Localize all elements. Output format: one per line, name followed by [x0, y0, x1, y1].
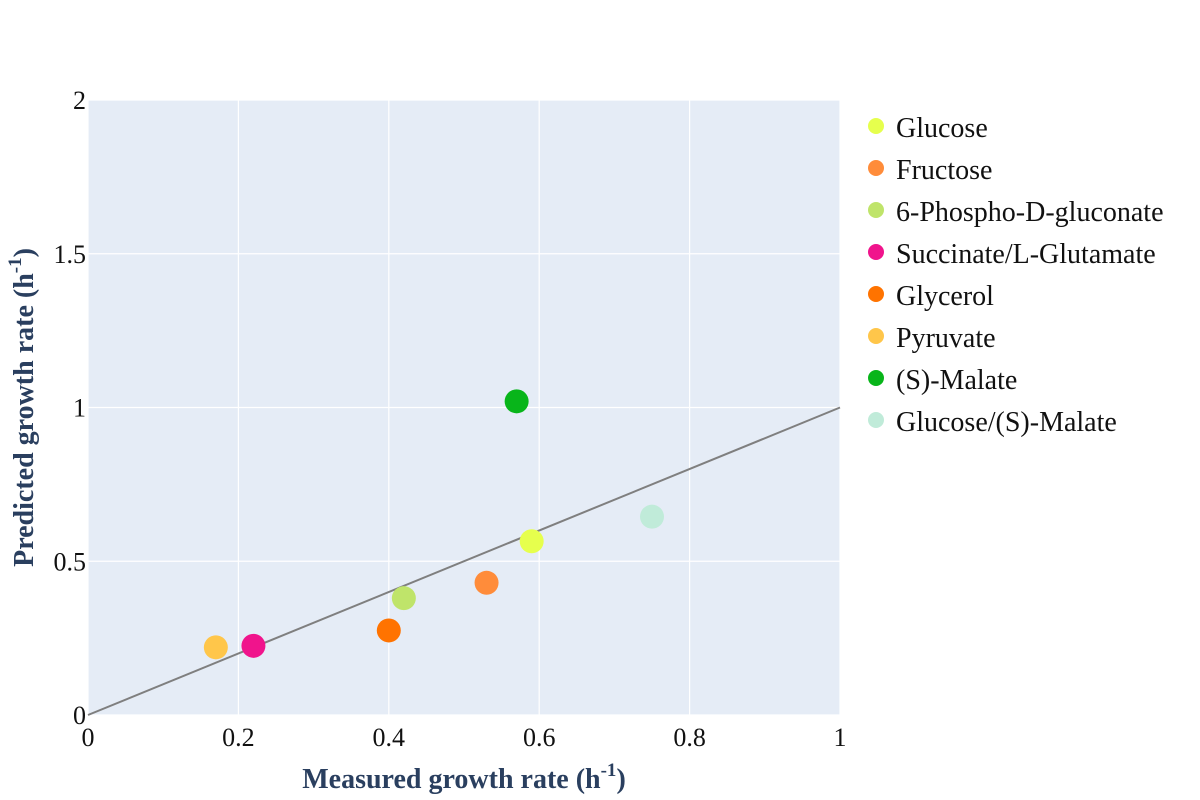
y-axis-title-superscript: -1	[5, 257, 26, 273]
x-tick-label: 0.8	[673, 723, 706, 752]
data-points	[203, 389, 664, 660]
y-axis-title: Predicted growth rate (h-1)	[5, 248, 40, 567]
legend-label: Succinate/L-Glutamate	[896, 239, 1156, 270]
data-point	[504, 389, 529, 414]
x-tick-label: 0.4	[373, 723, 406, 752]
y-tick-label: 0	[73, 701, 86, 730]
x-tick-label: 0	[82, 723, 95, 752]
legend-marker	[868, 370, 884, 386]
grid-lines	[87, 99, 841, 716]
x-tick-label: 1	[834, 723, 847, 752]
y-axis-ticks: 0 0.5 1 1.5 2	[54, 86, 87, 730]
legend: Glucose Fructose 6-Phospho-D-gluconate Succ…	[868, 113, 1164, 438]
x-axis-ticks: 0 0.2 0.4 0.6 0.8 1	[82, 723, 847, 752]
legend-label: Pyruvate	[896, 323, 996, 354]
legend-label: (S)-Malate	[896, 365, 1017, 396]
x-tick-label: 0.2	[222, 723, 255, 752]
legend-marker	[868, 286, 884, 302]
y-tick-label: 0.5	[54, 547, 87, 576]
identity-reference-line	[87, 406, 841, 716]
legend-marker	[868, 118, 884, 134]
data-point	[203, 635, 228, 660]
data-point	[640, 504, 664, 529]
x-axis-title-main: Measured growth rate (h	[302, 764, 601, 795]
legend-marker	[868, 412, 884, 428]
y-tick-label: 2	[73, 86, 86, 115]
legend-label: Glucose	[896, 113, 988, 144]
y-axis-title-end: )	[9, 248, 40, 257]
legend-marker	[868, 328, 884, 344]
legend-label: Glucose/(S)-Malate	[896, 407, 1117, 438]
legend-marker	[868, 202, 884, 218]
data-point	[241, 633, 266, 658]
legend-label: Fructose	[896, 155, 992, 186]
data-point	[391, 586, 416, 611]
data-point	[474, 570, 499, 595]
legend-marker	[868, 244, 884, 260]
x-axis-title-superscript: -1	[601, 760, 617, 781]
x-tick-label: 0.6	[523, 723, 556, 752]
y-axis-title-main: Predicted growth rate (h	[9, 273, 40, 567]
x-axis-title: Measured growth rate (h-1)	[302, 760, 626, 795]
legend-marker	[868, 160, 884, 176]
x-axis-title-end: )	[616, 764, 625, 795]
y-tick-label: 1	[73, 394, 86, 423]
data-point	[519, 529, 544, 554]
data-point	[376, 618, 401, 643]
legend-label: Glycerol	[896, 281, 994, 312]
legend-label: 6-Phospho-D-gluconate	[896, 197, 1164, 228]
y-tick-label: 1.5	[54, 240, 87, 269]
